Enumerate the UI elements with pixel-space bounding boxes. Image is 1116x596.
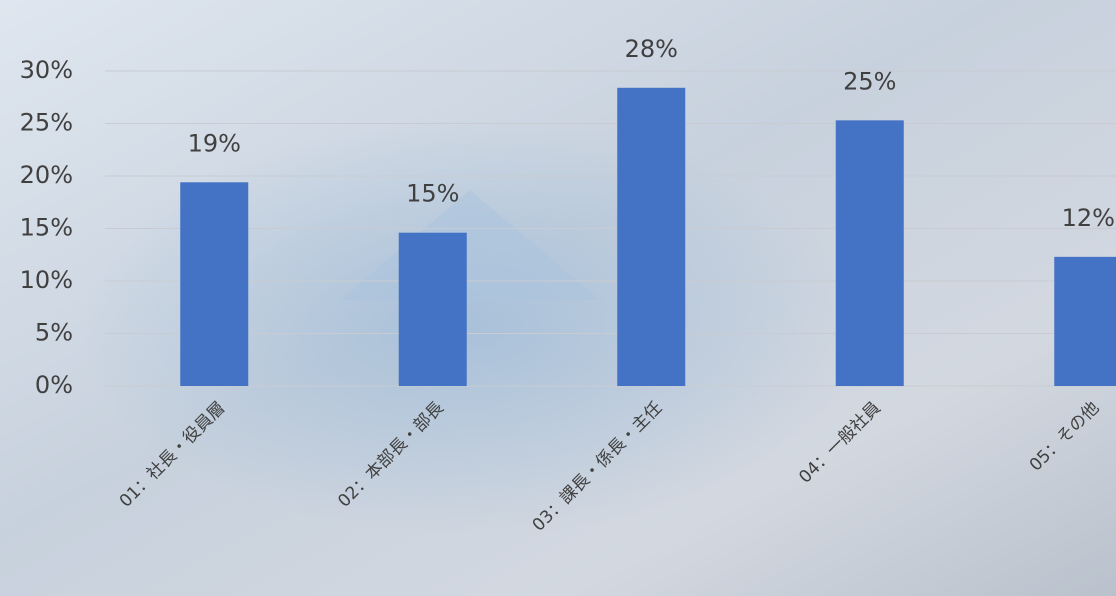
y-tick-label: 20%	[20, 161, 73, 189]
y-tick-label: 10%	[20, 266, 73, 294]
bar	[399, 233, 467, 386]
data-label: 25%	[843, 67, 896, 95]
bar	[617, 88, 685, 386]
y-tick-label: 5%	[35, 319, 73, 347]
data-label: 28%	[625, 35, 678, 63]
bar	[836, 120, 904, 386]
chart: 0%5%10%15%20%25%30%19%01：社長・役員層15%02：本部長…	[0, 0, 1116, 596]
bar	[1054, 257, 1116, 386]
page: {"chart_data":{"type":"bar", "categories…	[0, 0, 1116, 596]
data-label: 15%	[406, 180, 459, 208]
data-label: 12%	[1062, 204, 1115, 232]
y-tick-label: 0%	[35, 371, 73, 399]
y-tick-label: 15%	[20, 214, 73, 242]
bar	[180, 182, 248, 386]
y-tick-label: 25%	[20, 109, 73, 137]
y-tick-label: 30%	[20, 56, 73, 84]
data-label: 19%	[188, 129, 241, 157]
